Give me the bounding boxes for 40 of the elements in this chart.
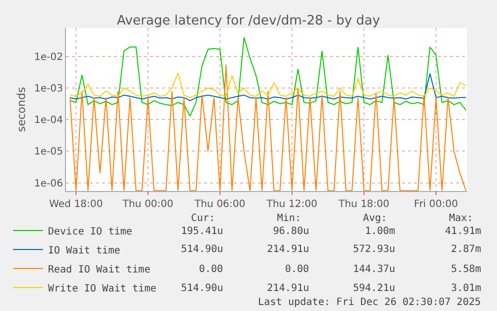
text: 1.00m	[365, 226, 396, 237]
text: 0.00	[199, 264, 224, 275]
text: 514.90u	[181, 244, 224, 255]
legend-label: Write IO Wait time	[48, 283, 156, 294]
y-tick-label: 1e-06	[34, 178, 63, 190]
x-tick-label: Thu 06:00	[194, 199, 246, 210]
x-tick-label: Thu 12:00	[266, 199, 318, 210]
text: 572.93u	[353, 244, 396, 255]
x-tick-label: Wed 18:00	[49, 199, 103, 210]
x-tick-label: Thu 00:00	[122, 199, 174, 210]
x-tick-label: Fri 00:00	[414, 199, 458, 210]
y-tick-label: 1e-04	[34, 115, 63, 126]
y-tick-label: 1e-02	[34, 52, 63, 64]
text: 5.58m	[451, 264, 482, 275]
text: Max:	[449, 213, 474, 224]
text: 3.01m	[451, 283, 482, 294]
x-tick-label: Thu 18:00	[338, 199, 390, 210]
y-tick-label: 1e-05	[34, 146, 63, 158]
text: 2.87m	[451, 244, 482, 255]
chart-title: Average latency for /dev/dm-28 - by day	[116, 14, 380, 29]
text: 0.00	[285, 264, 310, 275]
text: 514.90u	[181, 283, 224, 294]
text: 41.91m	[445, 226, 482, 237]
text: 96.80u	[273, 226, 310, 237]
text: 214.91u	[267, 244, 310, 255]
text: 144.37u	[353, 264, 396, 275]
text: Avg:	[363, 213, 388, 224]
y-tick-label: 1e-03	[34, 84, 63, 95]
text: Last update: Fri Dec 26 02:30:07 2025	[258, 297, 481, 308]
text: Cur:	[191, 213, 216, 224]
line-series	[70, 37, 466, 117]
line-series	[70, 64, 466, 191]
y-axis-title: seconds	[14, 86, 28, 132]
legend-label: Device IO time	[48, 226, 132, 238]
legend-label: IO Wait time	[48, 245, 120, 256]
text: Min:	[277, 213, 302, 224]
text: 214.91u	[267, 283, 310, 294]
text: 195.41u	[181, 226, 224, 237]
legend-label: Read IO Wait time	[48, 264, 150, 276]
text: 594.21u	[353, 283, 396, 294]
